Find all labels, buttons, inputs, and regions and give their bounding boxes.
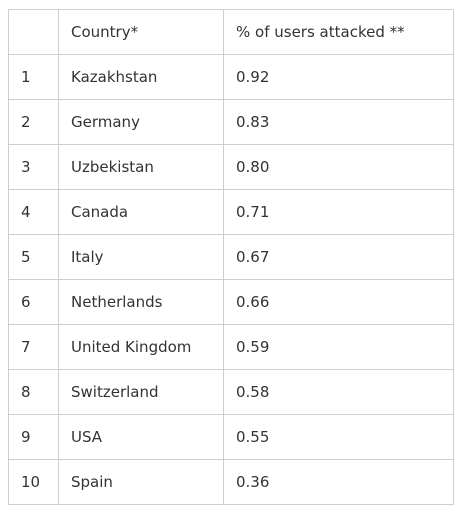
table-row: 5 Italy 0.67 — [8, 234, 454, 280]
country-cell: Canada — [58, 189, 224, 235]
table-row: 8 Switzerland 0.58 — [8, 369, 454, 415]
rank-cell: 8 — [8, 369, 59, 415]
table-row: 9 USA 0.55 — [8, 414, 454, 460]
country-cell: Netherlands — [58, 279, 224, 325]
header-percent-users-attacked: % of users attacked ** — [223, 9, 454, 55]
percent-cell: 0.67 — [223, 234, 454, 280]
country-cell: United Kingdom — [58, 324, 224, 370]
percent-cell: 0.58 — [223, 369, 454, 415]
rank-cell: 9 — [8, 414, 59, 460]
percent-cell: 0.59 — [223, 324, 454, 370]
country-attack-table: Country* % of users attacked ** 1 Kazakh… — [8, 9, 454, 505]
rank-cell: 7 — [8, 324, 59, 370]
table-row: 2 Germany 0.83 — [8, 99, 454, 145]
country-cell: Switzerland — [58, 369, 224, 415]
percent-cell: 0.36 — [223, 459, 454, 505]
percent-cell: 0.71 — [223, 189, 454, 235]
table-row: 7 United Kingdom 0.59 — [8, 324, 454, 370]
percent-cell: 0.55 — [223, 414, 454, 460]
country-cell: Kazakhstan — [58, 54, 224, 100]
percent-cell: 0.66 — [223, 279, 454, 325]
header-row: Country* % of users attacked ** — [8, 9, 454, 55]
country-cell: USA — [58, 414, 224, 460]
country-cell: Spain — [58, 459, 224, 505]
table-row: 1 Kazakhstan 0.92 — [8, 54, 454, 100]
rank-cell: 10 — [8, 459, 59, 505]
rank-cell: 5 — [8, 234, 59, 280]
table-body: 1 Kazakhstan 0.92 2 Germany 0.83 3 Uzbek… — [8, 54, 454, 505]
header-rank — [8, 9, 59, 55]
table-row: 10 Spain 0.36 — [8, 459, 454, 505]
rank-cell: 1 — [8, 54, 59, 100]
table-container: Country* % of users attacked ** 1 Kazakh… — [8, 9, 454, 505]
rank-cell: 3 — [8, 144, 59, 190]
table-row: 4 Canada 0.71 — [8, 189, 454, 235]
rank-cell: 2 — [8, 99, 59, 145]
percent-cell: 0.80 — [223, 144, 454, 190]
header-country: Country* — [58, 9, 224, 55]
country-cell: Uzbekistan — [58, 144, 224, 190]
table-row: 6 Netherlands 0.66 — [8, 279, 454, 325]
percent-cell: 0.92 — [223, 54, 454, 100]
rank-cell: 4 — [8, 189, 59, 235]
table-header: Country* % of users attacked ** — [8, 9, 454, 55]
country-cell: Italy — [58, 234, 224, 280]
table-row: 3 Uzbekistan 0.80 — [8, 144, 454, 190]
country-cell: Germany — [58, 99, 224, 145]
percent-cell: 0.83 — [223, 99, 454, 145]
rank-cell: 6 — [8, 279, 59, 325]
